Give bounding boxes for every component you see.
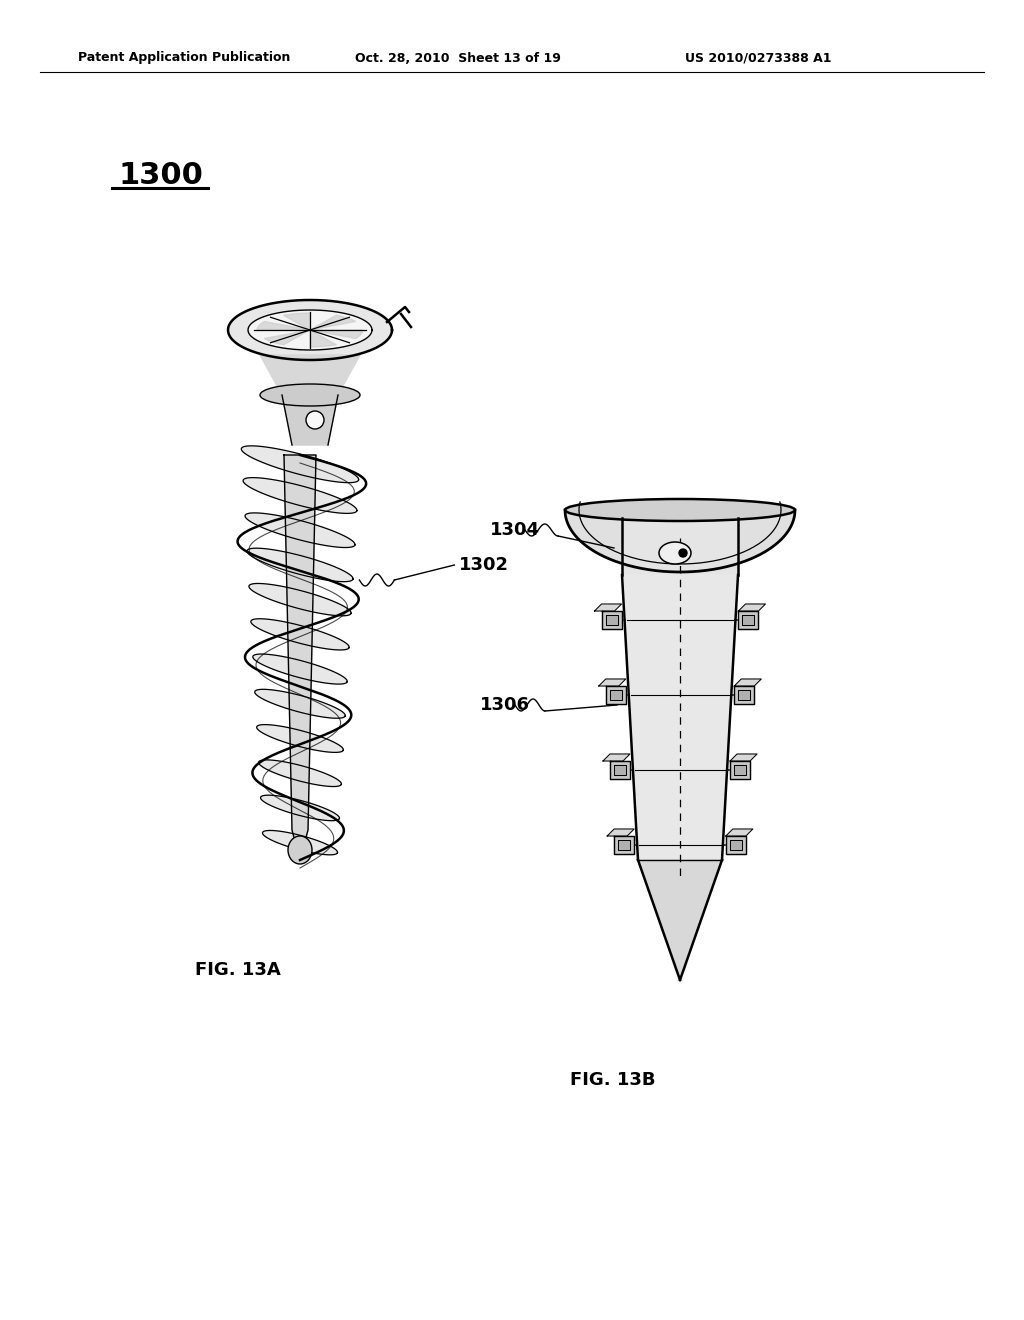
- Text: FIG. 13B: FIG. 13B: [570, 1071, 655, 1089]
- Polygon shape: [738, 690, 751, 700]
- Polygon shape: [734, 766, 746, 775]
- Polygon shape: [742, 615, 755, 624]
- Polygon shape: [607, 829, 634, 836]
- Polygon shape: [609, 690, 622, 700]
- Text: Patent Application Publication: Patent Application Publication: [78, 51, 291, 65]
- Circle shape: [306, 411, 324, 429]
- Polygon shape: [610, 762, 630, 779]
- Polygon shape: [601, 611, 622, 630]
- Text: 1302: 1302: [460, 556, 509, 574]
- Polygon shape: [730, 754, 757, 762]
- Polygon shape: [262, 830, 338, 855]
- Polygon shape: [618, 840, 630, 850]
- Polygon shape: [284, 313, 310, 330]
- Polygon shape: [622, 517, 738, 576]
- Polygon shape: [622, 576, 738, 861]
- Polygon shape: [310, 315, 355, 330]
- Polygon shape: [606, 686, 626, 704]
- Ellipse shape: [565, 499, 795, 521]
- Polygon shape: [730, 840, 741, 850]
- Text: FIG. 13A: FIG. 13A: [195, 961, 281, 979]
- Polygon shape: [257, 322, 310, 330]
- Ellipse shape: [260, 384, 360, 407]
- Polygon shape: [251, 619, 349, 649]
- Polygon shape: [738, 611, 759, 630]
- Polygon shape: [243, 478, 357, 513]
- Polygon shape: [260, 355, 360, 395]
- Polygon shape: [595, 605, 622, 611]
- Ellipse shape: [659, 543, 691, 564]
- Text: 1306: 1306: [480, 696, 530, 714]
- Polygon shape: [260, 795, 340, 821]
- Text: 1304: 1304: [490, 521, 540, 539]
- Polygon shape: [726, 829, 753, 836]
- Polygon shape: [242, 446, 358, 483]
- Text: 1300: 1300: [118, 161, 203, 190]
- Polygon shape: [255, 689, 345, 718]
- Polygon shape: [249, 583, 351, 616]
- Polygon shape: [638, 861, 722, 979]
- Polygon shape: [247, 548, 353, 582]
- Polygon shape: [248, 310, 372, 350]
- Polygon shape: [599, 678, 626, 686]
- Polygon shape: [603, 754, 630, 762]
- Polygon shape: [253, 653, 347, 684]
- Polygon shape: [228, 300, 392, 360]
- Ellipse shape: [288, 836, 312, 865]
- Polygon shape: [310, 330, 336, 347]
- Polygon shape: [257, 725, 343, 752]
- Polygon shape: [284, 455, 316, 861]
- Polygon shape: [245, 513, 355, 548]
- Polygon shape: [282, 395, 338, 445]
- Circle shape: [679, 549, 687, 557]
- Polygon shape: [734, 678, 761, 686]
- Text: US 2010/0273388 A1: US 2010/0273388 A1: [685, 51, 831, 65]
- Text: Oct. 28, 2010  Sheet 13 of 19: Oct. 28, 2010 Sheet 13 of 19: [355, 51, 561, 65]
- Polygon shape: [605, 615, 617, 624]
- Polygon shape: [310, 330, 362, 338]
- Polygon shape: [565, 510, 795, 572]
- Polygon shape: [730, 762, 750, 779]
- Polygon shape: [614, 836, 634, 854]
- Polygon shape: [738, 605, 766, 611]
- Polygon shape: [726, 836, 745, 854]
- Polygon shape: [259, 760, 341, 787]
- Polygon shape: [264, 330, 310, 345]
- Polygon shape: [734, 686, 755, 704]
- Polygon shape: [614, 766, 626, 775]
